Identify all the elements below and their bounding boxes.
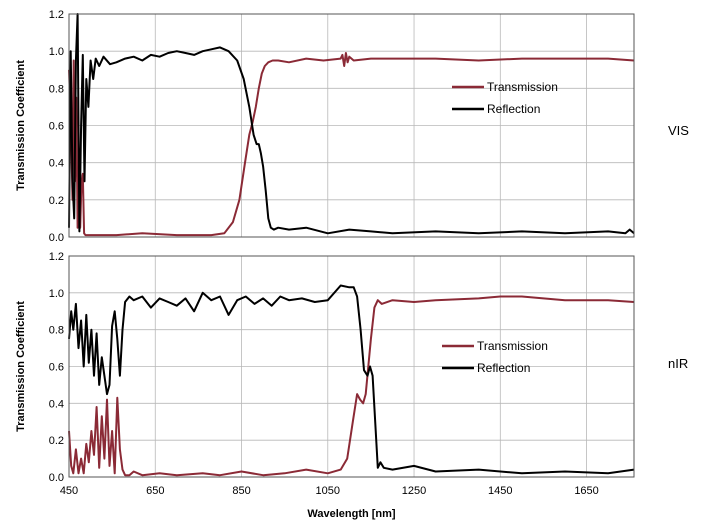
chart-panel-nir: 0.0 0.2 0.4 0.6 0.8 1.0 1.2 450 650 850 1050 1250 14… [15, 251, 688, 520]
y-tick-label: 0.2 [49, 435, 64, 447]
x-tick-label: 1250 [402, 485, 426, 497]
legend: Transmission Reflection [452, 80, 558, 116]
x-tick-label: 850 [232, 485, 250, 497]
legend-label-transmission: Transmission [487, 80, 558, 94]
y-tick-label: 1.0 [49, 46, 64, 58]
x-tick-label: 1650 [574, 485, 598, 497]
y-tick-label: 0.2 [49, 195, 64, 207]
y-tick-label: 0.6 [49, 121, 64, 133]
legend-label-transmission: Transmission [477, 339, 548, 353]
x-tick-label: 1450 [488, 485, 512, 497]
plot-frame [68, 13, 635, 238]
y-tick-label: 0.4 [49, 398, 64, 410]
plot-frame [68, 255, 635, 478]
y-tick-label: 0.8 [49, 83, 64, 95]
x-axis-label: Wavelength [nm] [307, 508, 396, 520]
y-tick-label: 1.0 [49, 288, 64, 300]
y-tick-label: 1.2 [49, 9, 64, 21]
y-tick-label: 1.2 [49, 251, 64, 263]
series-line-reflection [68, 13, 635, 235]
series-line-transmission [68, 295, 635, 477]
y-tick-label: 0.0 [49, 232, 64, 244]
legend-label-reflection: Reflection [477, 361, 530, 375]
chart-panel-vis: 0.0 0.2 0.4 0.6 0.8 1.0 1.2 Transmission Coeffi… [15, 9, 689, 244]
y-tick-label: 0.0 [49, 472, 64, 484]
series-line-reflection [68, 284, 635, 475]
y-axis-label: Transmission Coefficient [15, 60, 27, 191]
y-tick-label: 0.6 [49, 362, 64, 374]
x-tick-label: 1050 [316, 485, 340, 497]
y-tick-label: 0.8 [49, 325, 64, 337]
y-tick-label: 0.4 [49, 158, 64, 170]
x-tick-label: 450 [60, 485, 78, 497]
legend: Transmission Reflection [442, 339, 548, 375]
x-tick-label: 650 [146, 485, 164, 497]
y-axis-label: Transmission Coefficient [15, 301, 27, 432]
panel-side-label: nIR [668, 356, 688, 371]
legend-label-reflection: Reflection [487, 102, 540, 116]
panel-side-label: VIS [668, 123, 689, 138]
